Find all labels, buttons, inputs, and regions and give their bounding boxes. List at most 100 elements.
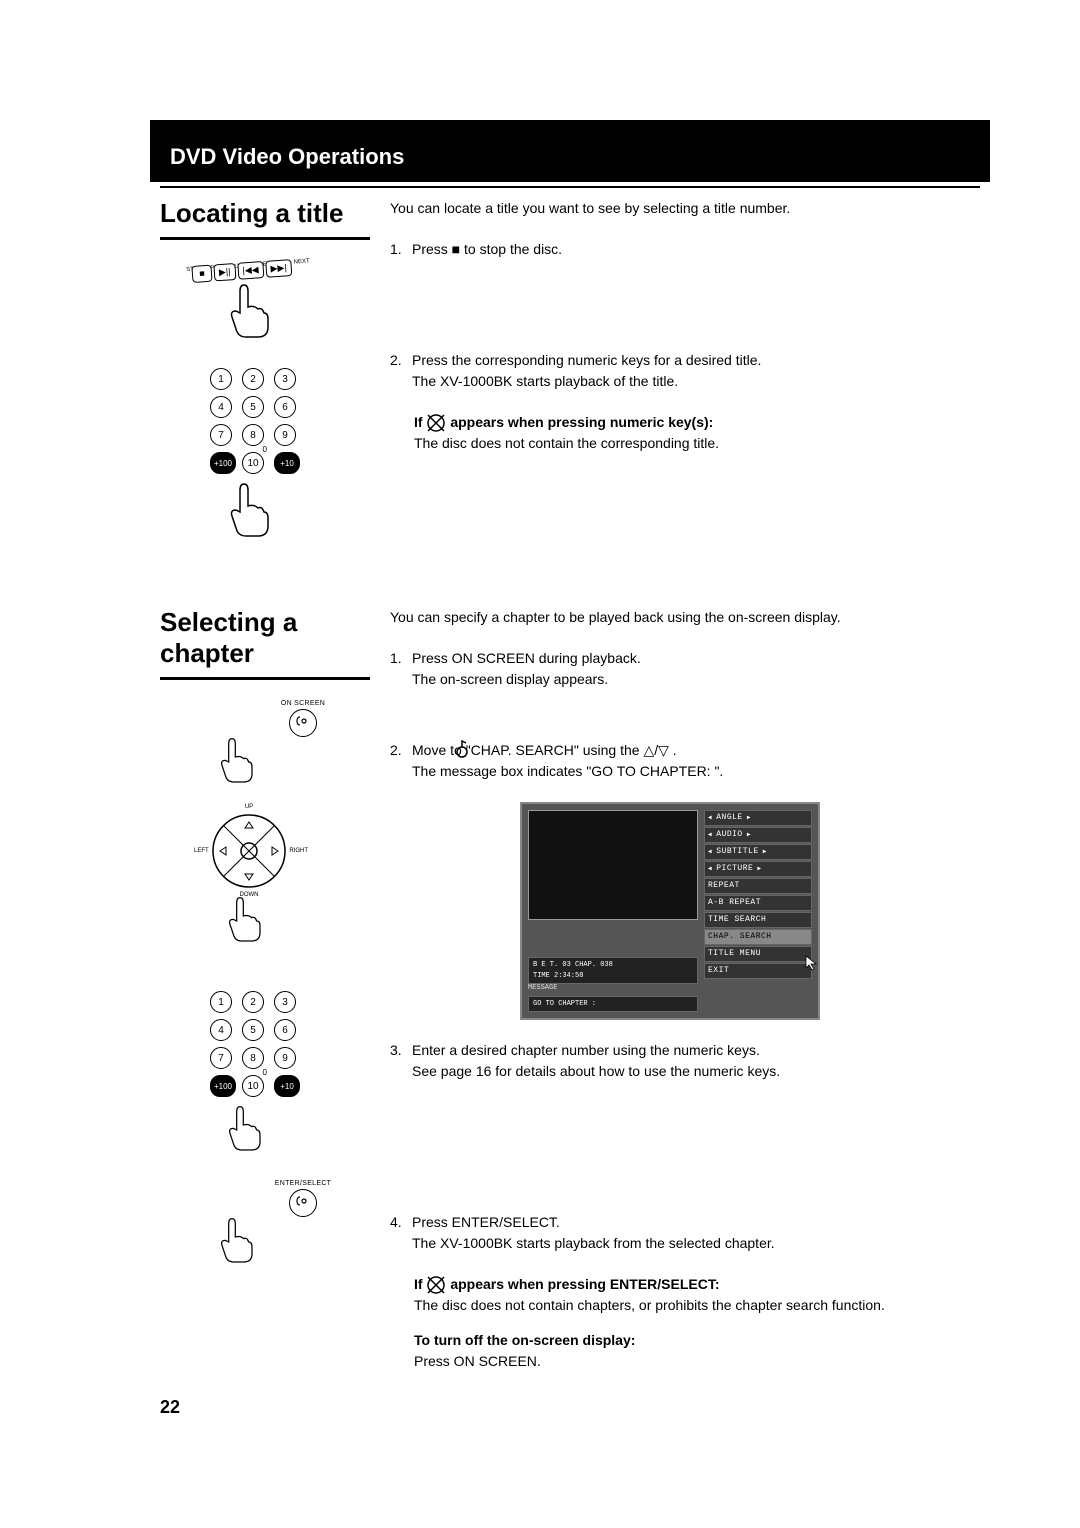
cursor-icon [804,954,822,972]
hand-press-icon [220,1105,270,1155]
key-6: 6 [274,396,296,418]
key-4: 4 [210,396,232,418]
osd-item-repeat: REPEAT [704,878,812,894]
s2-step2-line2: The message box indicates "GO TO CHAPTER… [412,761,980,782]
s2-step3-line2: See page 16 for details about how to use… [412,1061,980,1082]
osd-item-angle: ANGLE [704,810,812,826]
key-8: 8 [242,1047,264,1069]
hand-press-icon [220,896,270,946]
key-7: 7 [210,424,232,446]
key-plus100: +100 [210,452,236,474]
note1-body: The disc does not contain chapters, or p… [414,1295,980,1316]
section1-rule [160,237,370,240]
section-selecting-chapter: Selecting a chapter ON SCREEN UP DOWN LE… [160,607,980,1386]
dpad-icon [210,812,288,890]
hand-press-icon [212,1217,262,1267]
key-10: 10 [242,452,264,474]
section-locating-title: Locating a title STOP PLAY/PAUSE PREVIOU… [160,198,980,567]
note2-body: Press ON SCREEN. [414,1351,980,1372]
osd-msg: GO TO CHAPTER : [528,996,698,1013]
joystick-icon [452,738,472,758]
dpad-left-label: LEFT [194,848,209,854]
s2-step1-num: 1. [390,648,412,690]
step2-line1: Press the corresponding numeric keys for… [412,350,980,371]
key-3: 3 [274,368,296,390]
key-4: 4 [210,1019,232,1041]
s2-step2-num: 2. [390,740,412,782]
osd-msg-label: MESSAGE [528,983,812,994]
osd-info: B E T. 03 CHAP. 038 TIME 2:34:58 [528,957,698,984]
s2-step3-num: 3. [390,1040,412,1082]
key-1: 1 [210,991,232,1013]
section1-intro: You can locate a title you want to see b… [390,198,980,219]
osd-item-titlemenu: TITLE MENU [704,946,812,962]
hand-press-icon [220,283,280,343]
step1-num: 1. [390,239,412,260]
s2-step1-line2: The on-screen display appears. [412,669,980,690]
key-7: 7 [210,1047,232,1069]
s2-step4-line2: The XV-1000BK starts playback from the s… [412,1233,980,1254]
s2-step2-line1: Move to "CHAP. SEARCH" using the △/▽ . [412,740,980,761]
s2-step4-line1: Press ENTER/SELECT. [412,1212,980,1233]
note-body: The disc does not contain the correspond… [414,433,980,454]
step1-body: Press ■ to stop the disc. [412,239,980,260]
section2-rule [160,677,370,680]
keypad-diagram-1: 1 2 3 4 5 6 7 8 9 +100 10 +10 [180,368,390,547]
note1-pre: If [414,1276,426,1292]
key-8: 8 [242,424,264,446]
onscreen-label: ON SCREEN [216,700,390,707]
s2-step1-line1: Press ON SCREEN during playback. [412,648,980,669]
s2-step4-num: 4. [390,1212,412,1254]
transport-diagram: STOP PLAY/PAUSE PREVIOUS NEXT ■ ▶|| |◀◀ … [180,260,390,348]
note-if-post: appears when pressing numeric key(s): [450,414,713,430]
s2-step3-line1: Enter a desired chapter number using the… [412,1040,980,1061]
hand-press-icon [212,737,262,787]
section2-title: Selecting a chapter [160,607,390,669]
key-6: 6 [274,1019,296,1041]
key-9: 9 [274,1047,296,1069]
enter-label: ENTER/SELECT [216,1180,390,1187]
osd-item-subtitle: SUBTITLE [704,844,812,860]
key-10: 10 [242,1075,264,1097]
keypad-diagram-2: 1 2 3 4 5 6 7 8 9 +100 10 +10 [180,991,390,1160]
next-button: ▶▶| [265,259,292,278]
section2-intro: You can specify a chapter to be played b… [390,607,980,628]
prev-button: |◀◀ [237,261,264,280]
key-1: 1 [210,368,232,390]
osd-item-audio: AUDIO [704,827,812,843]
note2-bold: To turn off the on-screen display: [414,1330,980,1351]
osd-item-timesearch: TIME SEARCH [704,912,812,928]
enter-button [289,1189,317,1217]
osd-item-exit: EXIT [704,963,812,979]
osd-screenshot: ANGLE AUDIO SUBTITLE PICTURE REPEAT A-B … [520,802,980,1020]
osd-item-picture: PICTURE [704,861,812,877]
page-header: DVD Video Operations [150,120,990,182]
dpad-up-label: UP [245,804,253,810]
key-plus10: +10 [274,452,300,474]
key-5: 5 [242,396,264,418]
header-rule [160,186,980,188]
osd-item-chapsearch: CHAP. SEARCH [704,929,812,945]
header-title: DVD Video Operations [170,144,970,170]
key-3: 3 [274,991,296,1013]
prohibit-icon [426,1275,446,1295]
key-2: 2 [242,991,264,1013]
osd-item-abrepeat: A-B REPEAT [704,895,812,911]
onscreen-button [289,709,317,737]
osd-preview [528,810,698,920]
note1-post: appears when pressing ENTER/SELECT: [450,1276,719,1292]
dpad-right-label: RIGHT [289,848,308,854]
dpad-diagram: UP DOWN LEFT RIGHT [180,812,390,951]
note-if-pre: If [414,414,426,430]
play-pause-button: ▶|| [213,263,236,281]
osd-menu: ANGLE AUDIO SUBTITLE PICTURE REPEAT A-B … [704,810,812,979]
key-plus10: +10 [274,1075,300,1097]
dpad-down-label: DOWN [240,892,259,898]
key-plus100: +100 [210,1075,236,1097]
stop-button: ■ [191,265,212,283]
section1-title: Locating a title [160,198,390,229]
step2-line2: The XV-1000BK starts playback of the tit… [412,371,980,392]
key-5: 5 [242,1019,264,1041]
key-9: 9 [274,424,296,446]
step2-num: 2. [390,350,412,392]
